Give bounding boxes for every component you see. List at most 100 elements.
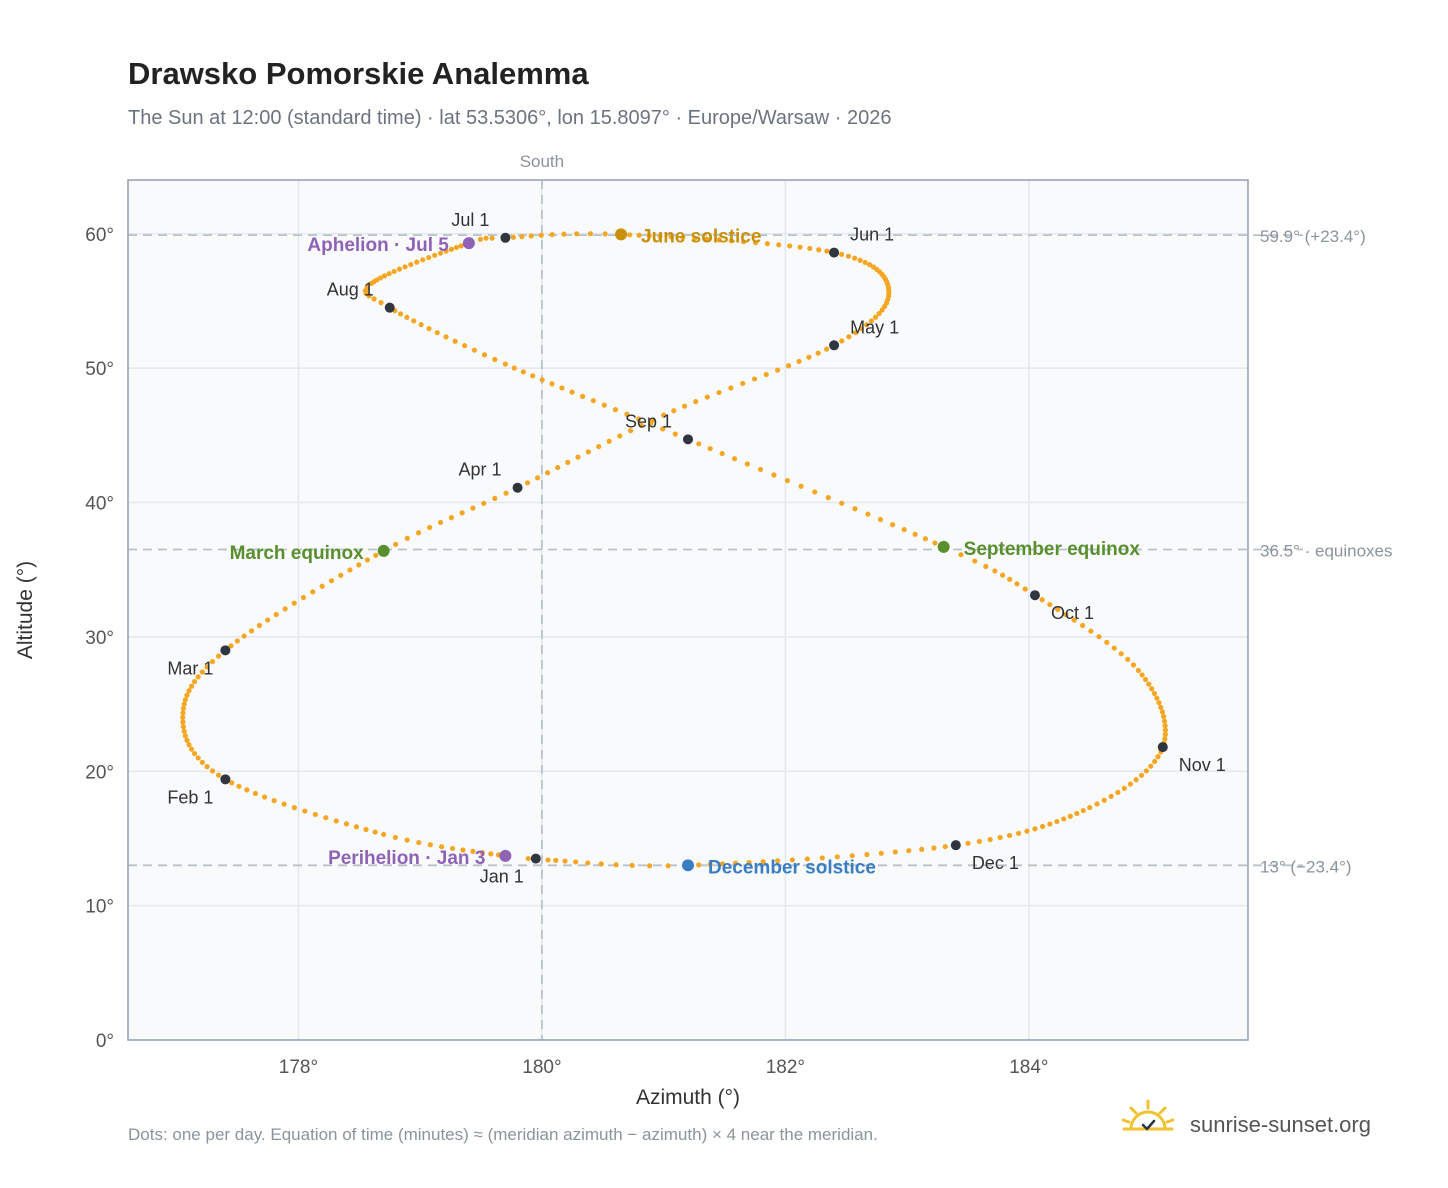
x-tick-label: 184°: [1009, 1057, 1048, 1078]
event-markers: June solstice Aphelion · Jul 5 March equin…: [230, 226, 1141, 878]
brand-name[interactable]: sunrise-sunset.org: [1190, 1112, 1371, 1137]
day-dot: [448, 246, 455, 252]
day-dot: [919, 846, 925, 852]
month-marker: [1157, 742, 1168, 753]
day-dot: [858, 326, 864, 332]
day-dot: [585, 449, 591, 455]
day-dot: [470, 848, 476, 854]
day-dot: [443, 334, 449, 340]
day-dot: [191, 679, 198, 685]
day-dot: [635, 416, 642, 422]
day-dot: [368, 280, 375, 287]
day-dot: [740, 380, 746, 387]
day-dot: [704, 236, 710, 242]
day-dot: [404, 314, 410, 320]
chart-subtitle: The Sun at 12:00 (standard time) · lat 5…: [128, 107, 891, 129]
day-dot: [366, 293, 372, 299]
day-dot: [281, 801, 287, 807]
day-dot: [857, 257, 863, 263]
day-dot: [1007, 576, 1013, 582]
day-dot: [448, 515, 454, 521]
day-dot: [972, 558, 978, 564]
day-dot: [492, 495, 498, 501]
month-label: Dec 1: [972, 853, 1019, 873]
day-dot: [181, 728, 187, 734]
day-dot: [204, 664, 210, 670]
day-dot: [555, 464, 561, 471]
day-dot: [647, 421, 654, 427]
day-dot: [553, 857, 559, 863]
day-dot: [273, 611, 279, 618]
day-dot: [479, 850, 485, 856]
day-dot: [728, 238, 734, 244]
day-dot: [824, 248, 830, 254]
day-dot: [787, 243, 793, 249]
day-dot: [393, 541, 399, 547]
day-dot: [823, 346, 830, 352]
day-dot: [668, 234, 674, 240]
day-dot: [404, 837, 410, 843]
day-dot: [1133, 777, 1139, 783]
month-markers: Jan 1 Feb 1 Mar 1 Apr 1 May 1 Jun 1 Jul 1 Aug 1…: [167, 210, 1225, 887]
day-dot: [1039, 823, 1046, 830]
day-dot: [719, 450, 725, 457]
day-dot: [906, 848, 912, 854]
day-dot: [601, 402, 607, 408]
day-dot: [774, 367, 781, 373]
day-dot: [418, 322, 424, 328]
day-dot: [845, 253, 852, 259]
day-dot: [333, 818, 339, 824]
day-dot: [234, 638, 240, 644]
day-dot: [657, 233, 663, 239]
day-dot: [236, 783, 242, 789]
day-dot: [353, 824, 360, 830]
day-dot: [728, 385, 734, 391]
day-dot: [443, 248, 449, 254]
month-marker: [500, 232, 511, 243]
day-dot: [477, 236, 484, 242]
day-dot: [958, 552, 964, 558]
day-dot: [1162, 731, 1168, 738]
day-dot: [1139, 672, 1145, 678]
day-dot: [569, 389, 575, 395]
month-label: Sep 1: [625, 411, 672, 431]
event-label: September equinox: [964, 539, 1141, 560]
month-label: May 1: [850, 317, 899, 337]
day-dot: [922, 536, 929, 542]
day-dot: [1146, 681, 1152, 687]
day-dot: [876, 310, 882, 317]
day-dot: [983, 563, 989, 569]
day-dot: [992, 568, 998, 574]
day-dot: [545, 470, 551, 476]
meridian-line: South: [520, 152, 564, 1040]
day-dot: [452, 338, 458, 344]
day-dot: [323, 815, 329, 821]
day-dot: [1151, 690, 1157, 696]
x-axis-label: Azimuth (°): [636, 1086, 740, 1109]
day-dot: [784, 478, 791, 484]
day-dot: [291, 805, 297, 811]
day-dot: [757, 466, 764, 473]
day-dot: [437, 250, 444, 256]
day-dot: [892, 849, 898, 855]
day-dot: [291, 600, 297, 606]
y-tick-label: 0°: [96, 1031, 114, 1052]
day-dot: [458, 243, 464, 249]
day-dot: [1149, 686, 1155, 692]
day-dot: [408, 261, 414, 268]
day-dot: [483, 235, 489, 241]
event-marker: [499, 849, 512, 862]
y-tick-label: 40°: [85, 494, 114, 515]
day-dot: [602, 231, 608, 237]
day-dot: [1125, 656, 1131, 663]
month-marker: [1029, 590, 1040, 601]
y-axis-ticks: 0° 10° 20° 30° 40° 50° 60°: [85, 225, 114, 1052]
day-dot: [539, 377, 545, 383]
day-dot: [524, 480, 531, 486]
day-dot: [1047, 821, 1053, 827]
day-dot: [180, 705, 186, 712]
reference-line-label: 36.5° · equinoxes: [1260, 542, 1393, 561]
day-dot: [764, 241, 770, 247]
day-dot: [261, 794, 268, 800]
